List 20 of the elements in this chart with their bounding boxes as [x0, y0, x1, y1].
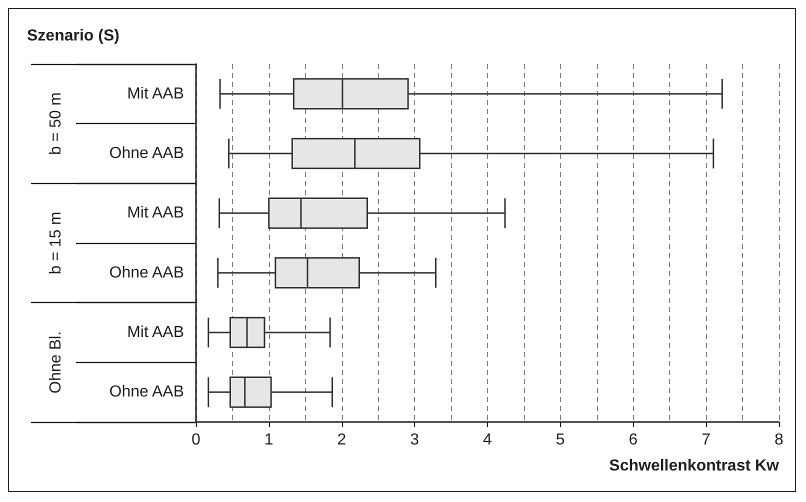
x-axis-title: Schwellenkontrast Kw — [609, 458, 780, 474]
text: b = 50 m — [48, 92, 64, 156]
x-tick-label: 3 — [410, 432, 420, 448]
x-tick-label: 1 — [264, 432, 274, 448]
y-tick-label: Ohne AAB — [109, 145, 184, 162]
x-tick-label: 4 — [483, 432, 492, 448]
x-tick-label: 0 — [192, 432, 201, 448]
y-tick-label: Mit AAB — [127, 204, 184, 222]
x-tick-label: 2 — [337, 432, 346, 448]
y-tick-label: Mit AAB — [127, 324, 184, 341]
y-tick-label: Ohne AAB — [109, 384, 184, 401]
x-tick-label: 5 — [556, 432, 565, 448]
x-tick-label: 7 — [702, 432, 711, 448]
text: Ohne Bl. — [48, 331, 64, 394]
y-tick-label: Ohne AAB — [109, 264, 184, 282]
text: b = 15 m — [48, 212, 64, 274]
x-tick-label: 8 — [774, 432, 784, 448]
x-tick-label: 6 — [628, 432, 638, 448]
chart-title: Szenario (S) — [27, 28, 120, 44]
y-tick-label: Mit AAB — [127, 85, 184, 102]
